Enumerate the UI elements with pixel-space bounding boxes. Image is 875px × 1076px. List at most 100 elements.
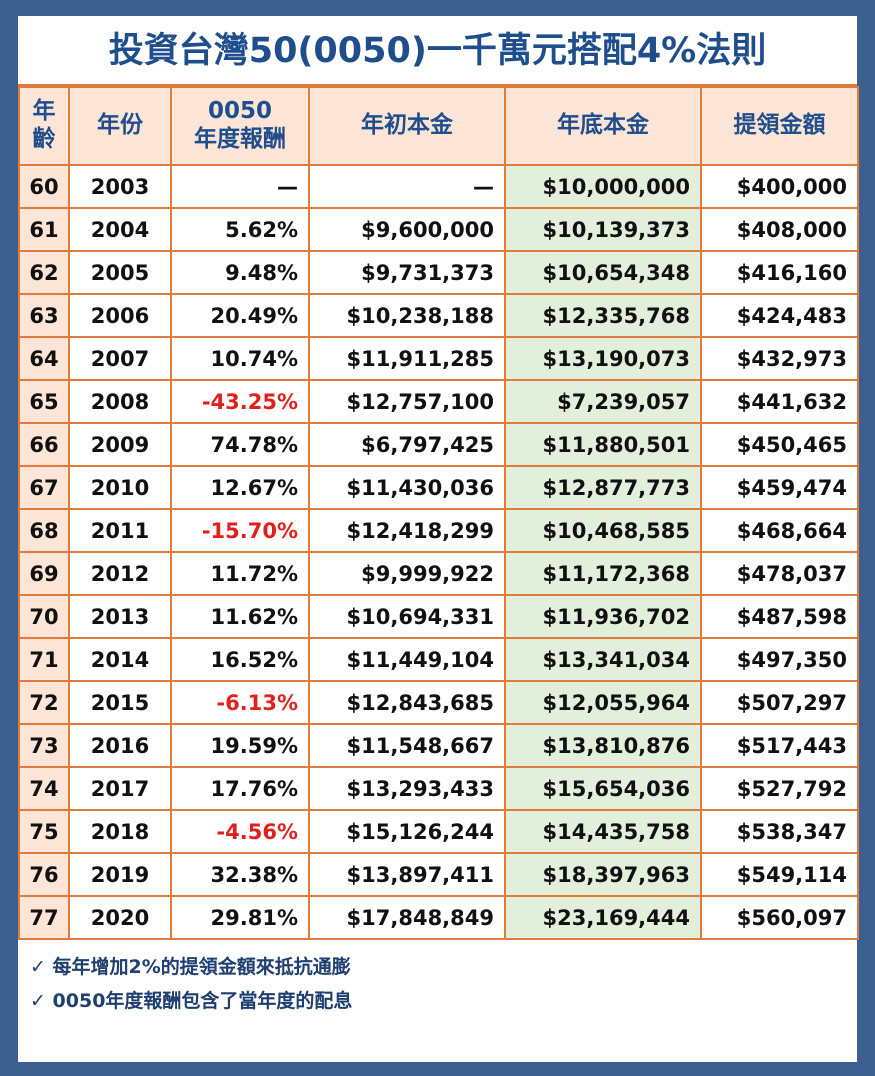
table-cell: 2005 [68,250,172,295]
table-cell: 10.74% [170,336,310,381]
table-cell: $9,999,922 [308,551,506,596]
table-cell: $478,037 [700,551,859,596]
table-cell: 11.62% [170,594,310,639]
table-cell: $9,600,000 [308,207,506,252]
note: ✓ 每年增加2%的提領金額來抵抗通膨 [30,956,351,978]
table-cell: $424,483 [700,293,859,338]
table-cell: 74.78% [170,422,310,467]
table-cell: 17.76% [170,766,310,811]
table-row: 68 2011 -15.70% $12,418,299 $10,468,585 $468,… [18,508,859,553]
table-cell: 5.62% [170,207,310,252]
table-cell: $560,097 [700,895,859,940]
table-cell: — [308,164,506,209]
table-cell: $10,139,373 [504,207,702,252]
table-cell: 2016 [68,723,172,768]
table-cell: $15,654,036 [504,766,702,811]
table-body: 60 2003— — $10,000,000 $400,000 61 2004 5.62% $9… [18,164,859,940]
table-cell: $12,335,768 [504,293,702,338]
table-row: 76 2019 32.38% $13,897,411 $18,397,963 $549,1… [18,852,859,897]
table-row: 75 2018 -4.56% $15,126,244 $14,435,758 $538,3… [18,809,859,854]
table-cell: $14,435,758 [504,809,702,854]
header-line: 年度報酬 [194,126,286,152]
table-cell: $497,350 [700,637,859,682]
table-cell: $7,239,057 [504,379,702,424]
table-cell: $10,000,000 [504,164,702,209]
table-cell: 2018 [68,809,172,854]
table-cell: 2012 [68,551,172,596]
table-cell: $11,172,368 [504,551,702,596]
title: 投資台灣50(0050)一千萬元搭配4%法則 [18,16,857,86]
table-cell: $13,810,876 [504,723,702,768]
header-line: 齡 [32,126,56,152]
table-cell: 11.72% [170,551,310,596]
column-header: 提領金額 [700,86,859,166]
table-row: 63 2006 20.49% $10,238,188 $12,335,768 $424,4… [18,293,859,338]
table-cell: -6.13% [170,680,310,725]
table-cell: $487,598 [700,594,859,639]
table-row: 67 2010 12.67% $11,430,036 $12,877,773 $459,4… [18,465,859,510]
table-cell: $12,055,964 [504,680,702,725]
table-cell: $12,757,100 [308,379,506,424]
table-cell: $432,973 [700,336,859,381]
table-cell: $18,397,963 [504,852,702,897]
table-cell: 12.67% [170,465,310,510]
table-cell: 2015 [68,680,172,725]
table-cell: -43.25% [170,379,310,424]
table-cell: 70 [18,594,70,639]
table-cell: 61 [18,207,70,252]
table-cell: $11,548,667 [308,723,506,768]
table-cell: 2007 [68,336,172,381]
header-line: 年初本金 [361,112,453,139]
table-cell: 63 [18,293,70,338]
header-line: 年 [32,98,56,125]
table-cell: 67 [18,465,70,510]
table-cell: 62 [18,250,70,295]
table-cell: 65 [18,379,70,424]
table-row: 60 2003— — $10,000,000 $400,000 [18,164,859,209]
table-cell: — [170,164,310,209]
table-cell: $9,731,373 [308,250,506,295]
table-cell: 29.81% [170,895,310,940]
table-cell: $13,341,034 [504,637,702,682]
table-row: 64 2007 10.74% $11,911,285 $13,190,073 $432,9… [18,336,859,381]
table-row: 61 2004 5.62% $9,600,000 $10,139,373 $408,000 [18,207,859,252]
notes: ✓ 每年增加2%的提領金額來抵抗通膨 ✓ 0050年度報酬包含了當年度的配息 [18,940,857,1028]
table-row: 77 2020 29.81% $17,848,849 $23,169,444 $560,0… [18,895,859,940]
table-row: 65 2008 -43.25% $12,757,100 $7,239,057 $441,6… [18,379,859,424]
table-row: 74 2017 17.76% $13,293,433 $15,654,036 $527,7… [18,766,859,811]
table-cell: 2004 [68,207,172,252]
table-cell: $527,792 [700,766,859,811]
table-cell: 2020 [68,895,172,940]
table-cell: $408,000 [700,207,859,252]
table-cell: 68 [18,508,70,553]
table-cell: 2006 [68,293,172,338]
table-cell: $10,654,348 [504,250,702,295]
table-cell: 69 [18,551,70,596]
table-cell: $549,114 [700,852,859,897]
table-cell: 73 [18,723,70,768]
table-cell: 76 [18,852,70,897]
table-cell: 2013 [68,594,172,639]
table-row: 66 2009 74.78% $6,797,425 $11,880,501 $450,46… [18,422,859,467]
table-cell: $11,911,285 [308,336,506,381]
table-cell: -4.56% [170,809,310,854]
table-cell: $11,880,501 [504,422,702,467]
column-header: 年份 [68,86,172,166]
table-cell: $11,449,104 [308,637,506,682]
table-cell: $10,694,331 [308,594,506,639]
table-cell: $6,797,425 [308,422,506,467]
table-cell: 72 [18,680,70,725]
table-cell: 2011 [68,508,172,553]
table-cell: $441,632 [700,379,859,424]
table-cell: $17,848,849 [308,895,506,940]
table-cell: 64 [18,336,70,381]
table-cell: $11,936,702 [504,594,702,639]
note: ✓ 0050年度報酬包含了當年度的配息 [30,990,353,1012]
table-cell: 75 [18,809,70,854]
table-cell: 2003 [68,164,172,209]
table-cell: $538,347 [700,809,859,854]
table-cell: $13,190,073 [504,336,702,381]
header-line: 0050 [207,98,272,125]
table-cell: -15.70% [170,508,310,553]
